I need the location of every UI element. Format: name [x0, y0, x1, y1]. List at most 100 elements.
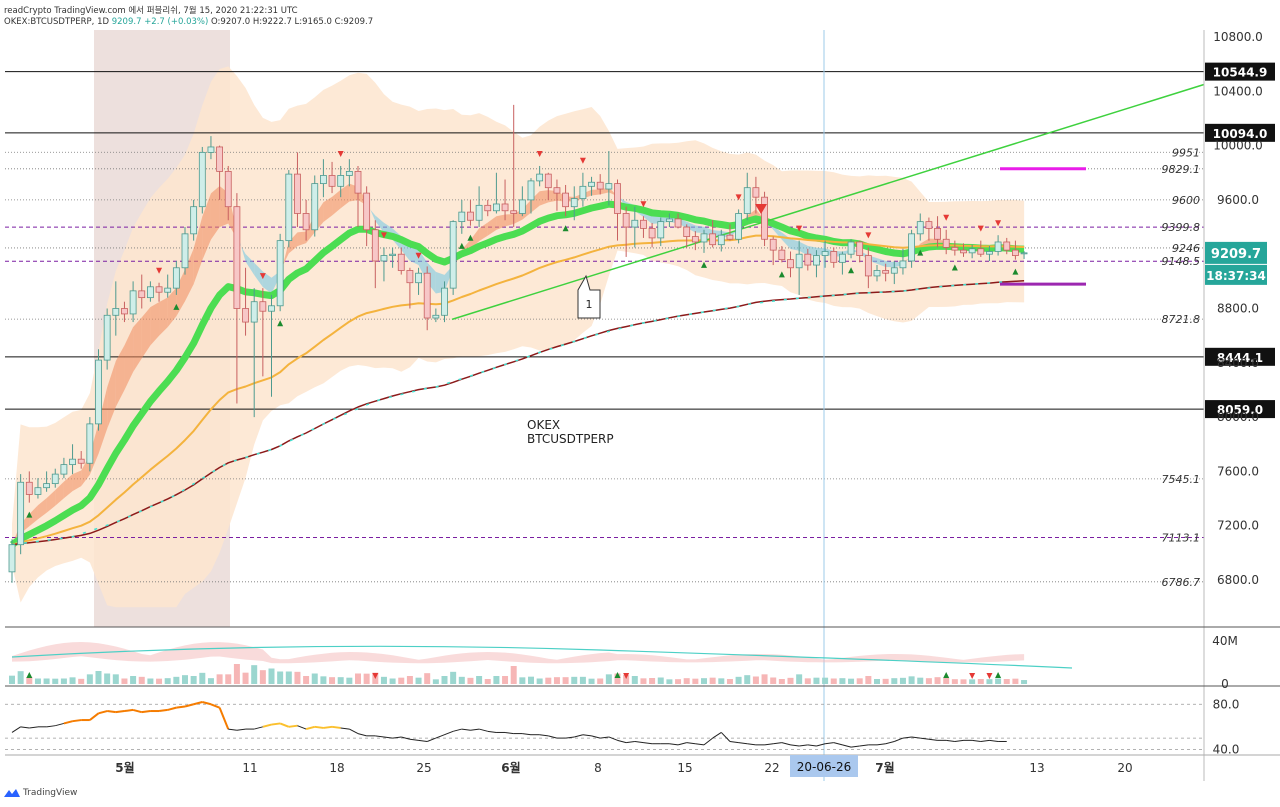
- oscillator-segment: [617, 739, 627, 744]
- candle-body: [354, 170, 362, 194]
- volume-bar: [43, 678, 50, 684]
- oscillator-segment: [55, 722, 65, 727]
- fast-ema-cloud: [72, 470, 82, 492]
- watermark-symbol: BTCUSDTPERP: [527, 432, 614, 446]
- candle-body: [588, 181, 595, 187]
- volume-bar: [874, 679, 880, 684]
- oscillator-segment: [262, 723, 272, 728]
- key-level-tag: [1205, 62, 1275, 81]
- oscillator-segment: [314, 725, 324, 729]
- volume-bar: [60, 678, 67, 684]
- candle-body: [17, 481, 25, 546]
- oscillator-segment: [11, 726, 21, 733]
- volume-bar: [735, 676, 742, 684]
- oscillator-segment: [72, 719, 82, 723]
- oscillator-segment: [807, 744, 817, 747]
- candle-body: [224, 170, 232, 208]
- candle-body: [614, 183, 621, 214]
- candle-body: [986, 251, 993, 255]
- fast-ema-cloud: [807, 245, 817, 256]
- fast-ema-cloud: [150, 302, 160, 346]
- fast-ema-cloud: [107, 361, 116, 429]
- sell-signal-icon: [156, 267, 163, 274]
- fast-ema-cloud: [487, 216, 497, 236]
- level-label: 8721.8: [1162, 313, 1201, 326]
- oscillator-segment: [158, 708, 168, 713]
- volume-bar: [268, 668, 275, 684]
- oscillator-segment: [703, 737, 713, 746]
- volume-bar: [458, 676, 465, 684]
- oscillator-segment: [695, 743, 705, 746]
- volume-bar: [138, 676, 145, 684]
- volume-bar: [112, 674, 119, 684]
- fast-ema-cloud: [202, 193, 211, 261]
- volume-bar: [510, 666, 517, 684]
- key-level-tag: [1205, 123, 1275, 142]
- volume-signal-icon: [623, 673, 630, 679]
- volume-bar: [493, 676, 500, 684]
- fast-ema-cloud: [254, 262, 263, 288]
- candle-body: [95, 359, 102, 425]
- oscillator-segment: [478, 728, 488, 732]
- oscillator-segment: [427, 737, 437, 742]
- sell-signal-icon: [337, 150, 344, 157]
- volume-bar: [562, 677, 569, 684]
- volume-bar: [830, 678, 837, 684]
- candle-body: [605, 183, 613, 190]
- oscillator-segment: [894, 737, 904, 742]
- oscillator-segment: [600, 736, 609, 739]
- oscillator-segment: [141, 710, 151, 714]
- fast-ema-cloud: [98, 387, 108, 454]
- volume-bar: [95, 671, 102, 684]
- volume-bar: [398, 677, 405, 684]
- candle-body: [371, 229, 379, 262]
- symbol-label: OKEX:BTCUSDTPERP, 1D: [4, 17, 110, 27]
- candle-body: [596, 181, 604, 190]
- price-tick-label: 6800.0: [1217, 573, 1259, 587]
- volume-bar: [692, 678, 699, 684]
- axis-layer: 10544.9 10094.0 8444.1 8059.0 6800.0 7200.0 76…: [5, 30, 1280, 781]
- oscillator-segment: [383, 736, 393, 739]
- fast-ema-cloud: [522, 199, 531, 220]
- countdown-label: 18:37:34: [1206, 269, 1266, 283]
- key-level-label: 8444.1: [1217, 351, 1263, 365]
- candle-body: [380, 255, 388, 262]
- volume-bar: [329, 677, 336, 684]
- key-level-label: 8059.0: [1217, 403, 1263, 417]
- oscillator-segment: [254, 726, 263, 730]
- volume-signal-icon: [943, 672, 950, 678]
- volume-bar: [484, 679, 491, 684]
- volume-bar: [337, 677, 344, 684]
- tradingview-logo-icon: [4, 789, 20, 797]
- oscillator-segment: [184, 703, 194, 708]
- volume-bar: [709, 677, 716, 684]
- oscillator-tick-label: 40.0: [1213, 742, 1240, 756]
- time-tick-label: 5월: [115, 760, 134, 775]
- price-tick-label: 8000.0: [1217, 410, 1259, 424]
- candle-body: [77, 458, 85, 464]
- volume-bar: [207, 678, 214, 684]
- fast-ema-cloud: [332, 189, 341, 216]
- oscillator-segment: [626, 740, 635, 744]
- volume-bar: [424, 673, 431, 684]
- oscillator-segment: [972, 739, 981, 742]
- candle-body: [138, 290, 146, 299]
- candle-body: [8, 544, 16, 573]
- oscillator-segment: [608, 736, 618, 741]
- fast-ema-cloud: [193, 216, 203, 285]
- candle-body: [839, 253, 846, 263]
- volume-bar: [450, 671, 457, 684]
- oscillator-segment: [340, 727, 350, 730]
- candle-body: [207, 146, 215, 153]
- level-label: 9951: [1172, 146, 1200, 159]
- candle-body: [441, 287, 448, 316]
- fast-ema-cloud: [375, 215, 384, 233]
- candle-body: [449, 221, 457, 289]
- oscillator-segment: [920, 737, 929, 740]
- oscillator-segment: [677, 742, 687, 746]
- price-tick-label: 8400.0: [1217, 356, 1259, 370]
- volume-bar: [588, 678, 595, 684]
- candle-body: [942, 238, 950, 248]
- oscillator-segment: [859, 744, 869, 747]
